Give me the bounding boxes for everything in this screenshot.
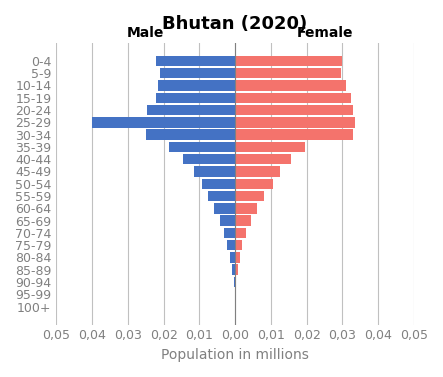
Bar xyxy=(235,191,264,201)
Bar xyxy=(235,179,273,189)
Bar xyxy=(235,154,291,164)
Bar xyxy=(158,80,235,91)
Bar xyxy=(232,265,235,275)
Bar xyxy=(235,56,342,66)
Bar xyxy=(92,117,235,127)
Bar xyxy=(169,142,235,152)
Bar xyxy=(235,92,351,103)
Bar xyxy=(235,228,246,238)
Bar xyxy=(225,228,235,238)
Bar xyxy=(227,240,235,250)
Text: Female: Female xyxy=(296,26,353,40)
Bar xyxy=(235,203,257,213)
Bar xyxy=(234,277,235,287)
Bar xyxy=(235,252,240,263)
Bar xyxy=(235,117,355,127)
Bar xyxy=(160,68,235,78)
Bar xyxy=(194,166,235,177)
Bar xyxy=(183,154,235,164)
Bar xyxy=(235,166,280,177)
Bar xyxy=(235,277,236,287)
Bar xyxy=(235,129,353,140)
Bar xyxy=(235,265,237,275)
Bar xyxy=(148,105,235,115)
Bar xyxy=(235,240,242,250)
Bar xyxy=(235,68,341,78)
Bar xyxy=(230,252,235,263)
Text: Male: Male xyxy=(127,26,164,40)
Bar xyxy=(235,215,250,226)
Bar xyxy=(235,105,353,115)
Bar xyxy=(146,129,235,140)
Bar xyxy=(156,92,235,103)
Bar xyxy=(220,215,235,226)
Bar xyxy=(235,142,305,152)
Bar xyxy=(156,56,235,66)
X-axis label: Population in millions: Population in millions xyxy=(161,348,309,362)
Bar xyxy=(202,179,235,189)
Bar xyxy=(214,203,235,213)
Title: Bhutan (2020): Bhutan (2020) xyxy=(163,15,308,33)
Bar xyxy=(235,80,346,91)
Bar xyxy=(208,191,235,201)
